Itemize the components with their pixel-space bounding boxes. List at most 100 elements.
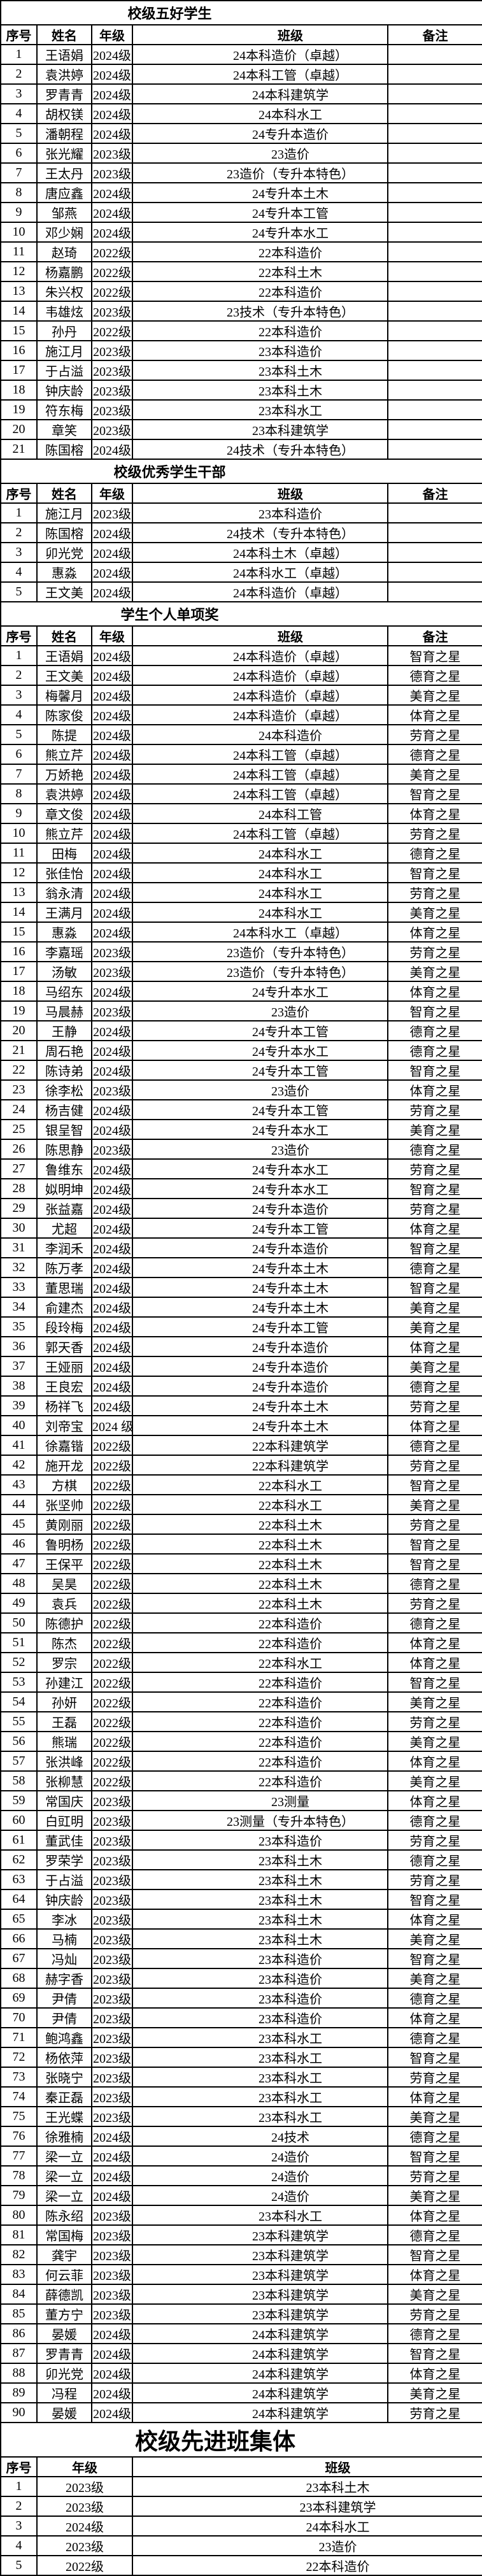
table-row: 79 梁一立 2024级 24造价 美育之星 [0, 2185, 482, 2206]
cell-grade: 2024级 [91, 1198, 133, 1219]
cell-remark [386, 44, 482, 65]
cell-name: 潘朝程 [36, 123, 92, 144]
cell-grade: 2024级 [91, 542, 133, 563]
cell-grade: 2023级 [91, 1810, 133, 1831]
table-row: 21 陈国榕 2024级 24技术（专升本特色） [0, 439, 482, 460]
table-row: 37 王娅丽 2024级 24专升本造价 美育之星 [0, 1356, 482, 1377]
cell-name: 惠淼 [36, 562, 92, 583]
table-individual-awards: 学生个人单项奖 序号 姓名 年级 班级 备注 1 王语娟 2024级 24本科造价（卓越） 智育之星… [0, 601, 482, 2423]
cell-grade: 2024级 [91, 724, 133, 745]
table-row: 4 胡权镁 2024级 24本科水工 [0, 103, 482, 124]
cell-remark: 劳育之星 [386, 1455, 482, 1476]
cell-remark [386, 380, 482, 401]
column-header-class: 班级 [132, 24, 388, 45]
table-row: 45 黄刚丽 2022级 22本科土木 劳育之星 [0, 1514, 482, 1535]
cell-grade: 2024级 [91, 1336, 133, 1357]
cell-grade: 2022级 [91, 1731, 133, 1752]
cell-remark: 体育之星 [386, 2086, 482, 2107]
cell-class: 23本科水工 [132, 2106, 388, 2127]
cell-remark [386, 340, 482, 361]
cell-remark [386, 522, 482, 543]
cell-grade: 2023级 [91, 1000, 133, 1021]
table-five-good-students: 校级五好学生 序号 姓名 年级 班级 备注 1 王语娟 2024级 24本科造价（卓越） 2 袁洪婷 2… [0, 0, 482, 460]
cell-name: 章笑 [36, 419, 92, 440]
cell-name: 汤敏 [36, 961, 92, 982]
cell-name: 陈提 [36, 724, 92, 745]
cell-name: 马绍东 [36, 981, 92, 1002]
table-row: 85 董方宁 2023级 23本科建筑学 劳育之星 [0, 2303, 482, 2324]
table-row: 60 白豇明 2023级 23测量（专升本特色） 德育之星 [0, 1810, 482, 1831]
cell-class: 24专升本土木 [132, 1297, 388, 1318]
cell-name: 尤超 [36, 1218, 92, 1239]
column-header-serial: 序号 [0, 625, 38, 646]
cell-serial: 21 [0, 439, 38, 460]
cell-remark: 劳育之星 [386, 1158, 482, 1179]
cell-grade: 2022级 [91, 1573, 133, 1594]
cell-serial: 57 [0, 1751, 38, 1772]
cell-serial: 2 [0, 522, 38, 543]
cell-name: 陈国榕 [36, 522, 92, 543]
cell-serial: 5 [0, 581, 38, 602]
column-header-class: 班级 [132, 625, 388, 646]
cell-name: 尹倩 [36, 1988, 92, 2009]
cell-remark [386, 419, 482, 440]
cell-class: 24本科建筑学 [132, 2382, 388, 2403]
cell-name: 鲁明杨 [36, 1534, 92, 1555]
cell-serial: 14 [0, 902, 38, 923]
cell-class: 24本科建筑学 [132, 2323, 388, 2344]
cell-grade: 2023级 [91, 143, 133, 164]
cell-grade: 2024级 [91, 1395, 133, 1416]
cell-serial: 33 [0, 1277, 38, 1298]
cell-class: 24专升本土木 [132, 182, 388, 203]
table-row: 1 施江月 2023级 23本科造价 [0, 502, 482, 523]
cell-grade: 2024级 [91, 103, 133, 124]
cell-remark: 智育之星 [386, 2343, 482, 2364]
table-row: 82 龚宇 2023级 23本科建筑学 智育之星 [0, 2244, 482, 2265]
table-row: 66 马楠 2023级 23本科土木 美育之星 [0, 1928, 482, 1949]
cell-serial: 3 [0, 542, 38, 563]
cell-grade: 2023级 [91, 340, 133, 361]
cell-remark: 体育之星 [386, 2363, 482, 2384]
table-row: 2 袁洪婷 2024级 24本科工管（卓越） [0, 64, 482, 85]
cell-grade: 2023级 [91, 399, 133, 420]
table-row: 47 王保平 2022级 22本科土木 智育之星 [0, 1553, 482, 1574]
cell-grade: 2022级 [91, 1691, 133, 1712]
cell-grade: 2023级 [91, 1079, 133, 1100]
cell-name: 邓少娴 [36, 222, 92, 243]
cell-class: 24造价 [132, 2165, 388, 2186]
cell-serial: 10 [0, 222, 38, 243]
cell-name: 朱兴权 [36, 281, 92, 302]
cell-grade: 2022级 [91, 1435, 133, 1456]
cell-class: 23本科造价 [132, 1948, 388, 1969]
cell-name: 冯灿 [36, 1948, 92, 1969]
table-title-advanced-class-collectives: 校级先进班集体 [0, 2422, 482, 2458]
cell-class: 24本科工管（卓越） [132, 64, 388, 85]
table-row: 19 马晨赫 2023级 23造价 智育之星 [0, 1000, 482, 1021]
cell-grade: 2023级 [91, 1139, 133, 1160]
cell-name: 陈永绍 [36, 2205, 92, 2226]
cell-grade: 2022级 [91, 1751, 133, 1772]
table-row: 3 卯光党 2024级 24本科土木（卓越） [0, 542, 482, 563]
column-header-name: 姓名 [36, 625, 92, 646]
cell-serial: 38 [0, 1376, 38, 1397]
cell-name: 俞建杰 [36, 1297, 92, 1318]
cell-class: 23本科建筑学 [131, 2496, 482, 2517]
table-row: 18 马绍东 2024级 24专升本水工 体育之星 [0, 981, 482, 1002]
cell-class: 24本科水工（卓越） [132, 922, 388, 943]
cell-serial: 7 [0, 162, 38, 183]
cell-serial: 45 [0, 1514, 38, 1535]
cell-remark [386, 241, 482, 262]
cell-class: 24专升本水工 [132, 222, 388, 243]
cell-remark: 劳育之星 [386, 1711, 482, 1732]
cell-name: 袁兵 [36, 1593, 92, 1614]
cell-serial: 24 [0, 1099, 38, 1120]
cell-serial: 4 [0, 2535, 38, 2556]
table-row: 74 秦正磊 2023级 23本科水工 体育之星 [0, 2086, 482, 2107]
cell-name: 陈思静 [36, 1139, 92, 1160]
cell-name: 陈家俊 [36, 704, 92, 725]
cell-grade: 2024级 [91, 882, 133, 903]
cell-serial: 1 [0, 44, 38, 65]
cell-remark: 体育之星 [386, 1218, 482, 1239]
cell-serial: 2 [0, 665, 38, 686]
cell-grade: 2024级 [91, 783, 133, 804]
